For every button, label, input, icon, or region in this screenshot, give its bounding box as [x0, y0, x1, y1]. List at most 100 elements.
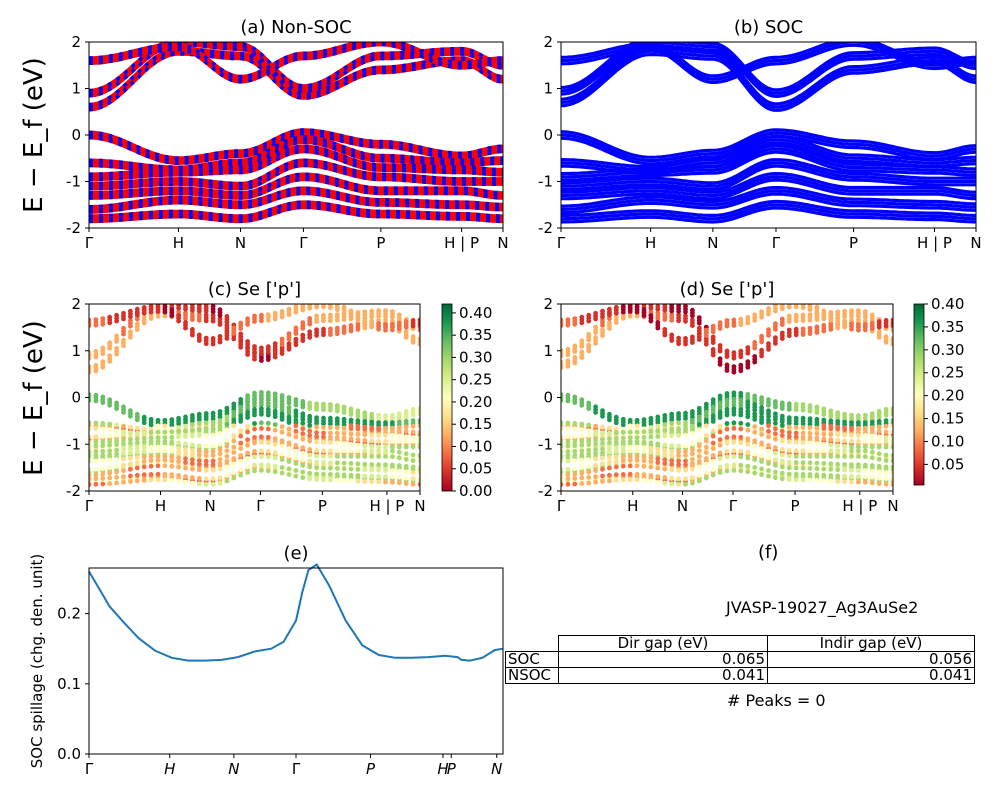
- proj-point: [286, 312, 292, 318]
- proj-point: [390, 412, 395, 418]
- band-up-line: [89, 200, 503, 218]
- proj-point: [383, 427, 388, 433]
- proj-point: [210, 467, 216, 473]
- proj-point: [600, 455, 605, 461]
- proj-point: [369, 479, 375, 485]
- proj-point: [93, 398, 99, 404]
- proj-point: [190, 418, 195, 424]
- proj-point: [141, 472, 147, 478]
- proj-point: [842, 324, 847, 330]
- proj-point: [561, 353, 564, 359]
- proj-point: [307, 428, 313, 434]
- proj-point: [210, 432, 216, 438]
- proj-point: [613, 305, 619, 310]
- proj-point: [376, 432, 381, 438]
- proj-point: [300, 475, 306, 481]
- proj-point: [883, 435, 889, 440]
- proj-point: [217, 466, 223, 472]
- proj-point: [676, 443, 681, 449]
- proj-point: [265, 454, 271, 460]
- proj-point: [828, 414, 834, 419]
- proj-point: [190, 422, 195, 428]
- proj-point: [231, 409, 237, 415]
- proj-point: [572, 421, 578, 426]
- proj-point: [259, 440, 264, 445]
- proj-point: [89, 392, 92, 398]
- proj-point: [148, 429, 154, 435]
- proj-point: [362, 443, 368, 449]
- proj-point: [307, 423, 313, 428]
- proj-point: [766, 347, 771, 352]
- proj-point: [279, 345, 285, 351]
- proj-point: [417, 411, 420, 417]
- band-dn-line: [89, 161, 503, 188]
- proj-point: [89, 476, 92, 482]
- proj-point: [655, 420, 661, 425]
- proj-point: [369, 432, 375, 438]
- proj-point: [821, 466, 827, 472]
- proj-point: [862, 327, 868, 333]
- proj-point: [793, 430, 799, 436]
- proj-point: [641, 458, 647, 464]
- proj-point: [703, 409, 709, 415]
- proj-point: [362, 426, 368, 432]
- proj-point: [272, 316, 278, 322]
- proj-point: [286, 405, 292, 410]
- proj-point: [300, 338, 306, 344]
- proj-point: [396, 480, 402, 486]
- proj-point: [265, 420, 271, 426]
- proj-point: [565, 453, 571, 458]
- x-tick-label: Γ: [292, 760, 301, 778]
- proj-point: [376, 467, 381, 473]
- proj-point: [724, 318, 730, 323]
- proj-point: [703, 423, 709, 429]
- proj-point: [745, 320, 751, 326]
- y-tick-label: -1: [538, 173, 553, 191]
- proj-point: [821, 328, 827, 334]
- proj-point: [613, 420, 619, 426]
- band-line: [561, 161, 976, 188]
- proj-point: [828, 442, 834, 448]
- proj-point: [203, 462, 209, 468]
- proj-point: [314, 407, 319, 412]
- proj-point: [759, 401, 764, 406]
- proj-point: [890, 458, 893, 464]
- proj-point: [703, 461, 709, 467]
- proj-point: [300, 417, 306, 422]
- proj-point: [286, 400, 292, 406]
- band-dn-line: [89, 164, 503, 191]
- proj-point: [752, 402, 758, 407]
- proj-point: [307, 438, 313, 444]
- proj-point: [565, 322, 571, 328]
- proj-point: [390, 433, 395, 438]
- proj-point: [210, 458, 216, 464]
- proj-point: [355, 473, 361, 478]
- proj-point: [641, 417, 647, 422]
- x-tick-label: N: [205, 497, 216, 515]
- proj-point: [183, 447, 188, 452]
- proj-point: [821, 323, 827, 328]
- proj-point: [376, 438, 381, 444]
- proj-point: [93, 368, 99, 374]
- proj-point: [328, 415, 333, 421]
- y-tick-label: 0.1: [57, 675, 81, 693]
- proj-point: [100, 443, 106, 449]
- proj-point: [883, 464, 889, 470]
- proj-point: [107, 421, 113, 427]
- proj-point: [773, 321, 778, 327]
- proj-point: [127, 450, 133, 455]
- proj-point: [390, 314, 395, 320]
- proj-point: [634, 309, 640, 315]
- proj-point: [710, 323, 716, 329]
- proj-point: [107, 470, 113, 476]
- proj-point: [265, 426, 271, 432]
- proj-point: [176, 449, 182, 455]
- x-tick-label: H: [437, 760, 448, 778]
- proj-point: [383, 462, 388, 468]
- proj-point: [279, 407, 285, 413]
- proj-point: [190, 317, 195, 322]
- proj-point: [341, 404, 347, 410]
- proj-point: [403, 456, 409, 462]
- proj-point: [807, 448, 813, 454]
- proj-point: [634, 477, 640, 483]
